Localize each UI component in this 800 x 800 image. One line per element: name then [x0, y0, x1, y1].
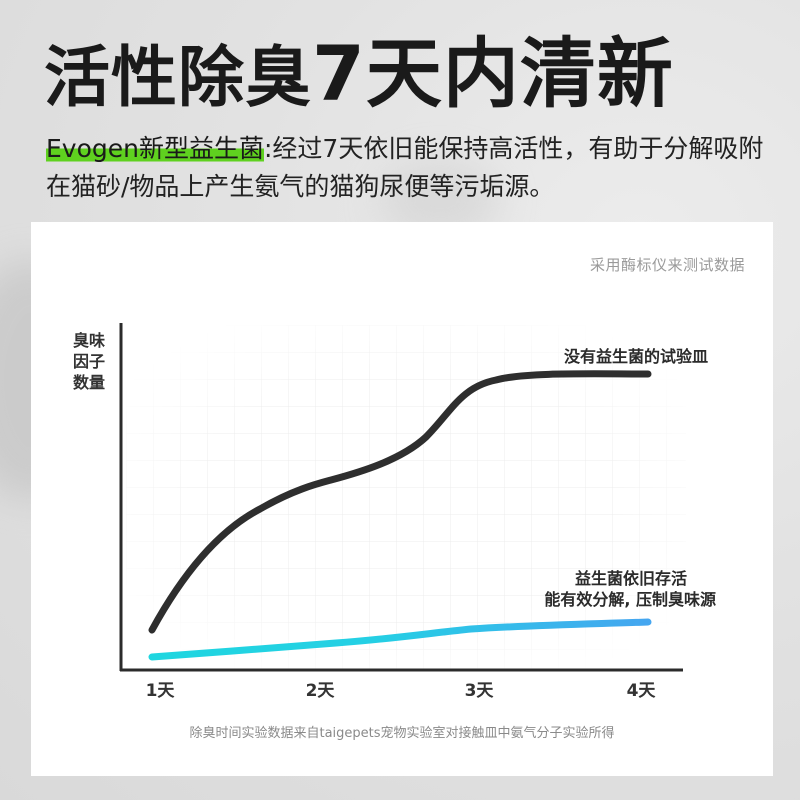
- description: Evogen新型益生菌:经过7天依旧能保持高活性，有助于分解吸附在猫砂/物品上产…: [46, 130, 766, 206]
- title-part2: 7天内清新: [312, 29, 674, 118]
- measurement-note: 采用酶标仪来测试数据: [589, 256, 745, 274]
- chart-plot: [119, 323, 686, 672]
- x-tick-4: 4天: [626, 681, 656, 701]
- description-text: :经过7天依旧能保持高活性，有助于分解吸附在猫砂/物品上产生氨气的猫狗尿便等污垢…: [46, 134, 764, 201]
- annotation-probiotic-line1: 益生菌依旧存活: [574, 569, 687, 588]
- annotation-control-text: 没有益生菌的试验皿: [563, 347, 708, 366]
- annotation-probiotic: 益生菌依旧存活 能有效分解, 压制臭味源: [544, 568, 716, 610]
- line-control: [148, 370, 652, 634]
- x-tick-2: 2天: [305, 681, 335, 701]
- title-part1: 活性除臭: [44, 39, 312, 116]
- line-probiotic: [148, 618, 652, 661]
- highlight-brand: Evogen新型益生菌: [46, 134, 264, 163]
- page-title: 活性除臭7天内清新: [44, 34, 674, 118]
- footnote: 除臭时间实验数据来自taigepets宠物实验室对接触皿中氨气分子实验所得: [189, 726, 615, 741]
- y-axis-label: 臭味 因子 数量: [73, 331, 106, 392]
- annotation-control: 没有益生菌的试验皿: [564, 346, 708, 367]
- annotation-probiotic-line2: 能有效分解, 压制臭味源: [544, 590, 716, 609]
- chart-card: 采用酶标仪来测试数据 臭味 因子 数量 1天 2天 3天 4天: [31, 222, 773, 776]
- x-tick-1: 1天: [145, 681, 175, 701]
- x-tick-3: 3天: [464, 681, 494, 701]
